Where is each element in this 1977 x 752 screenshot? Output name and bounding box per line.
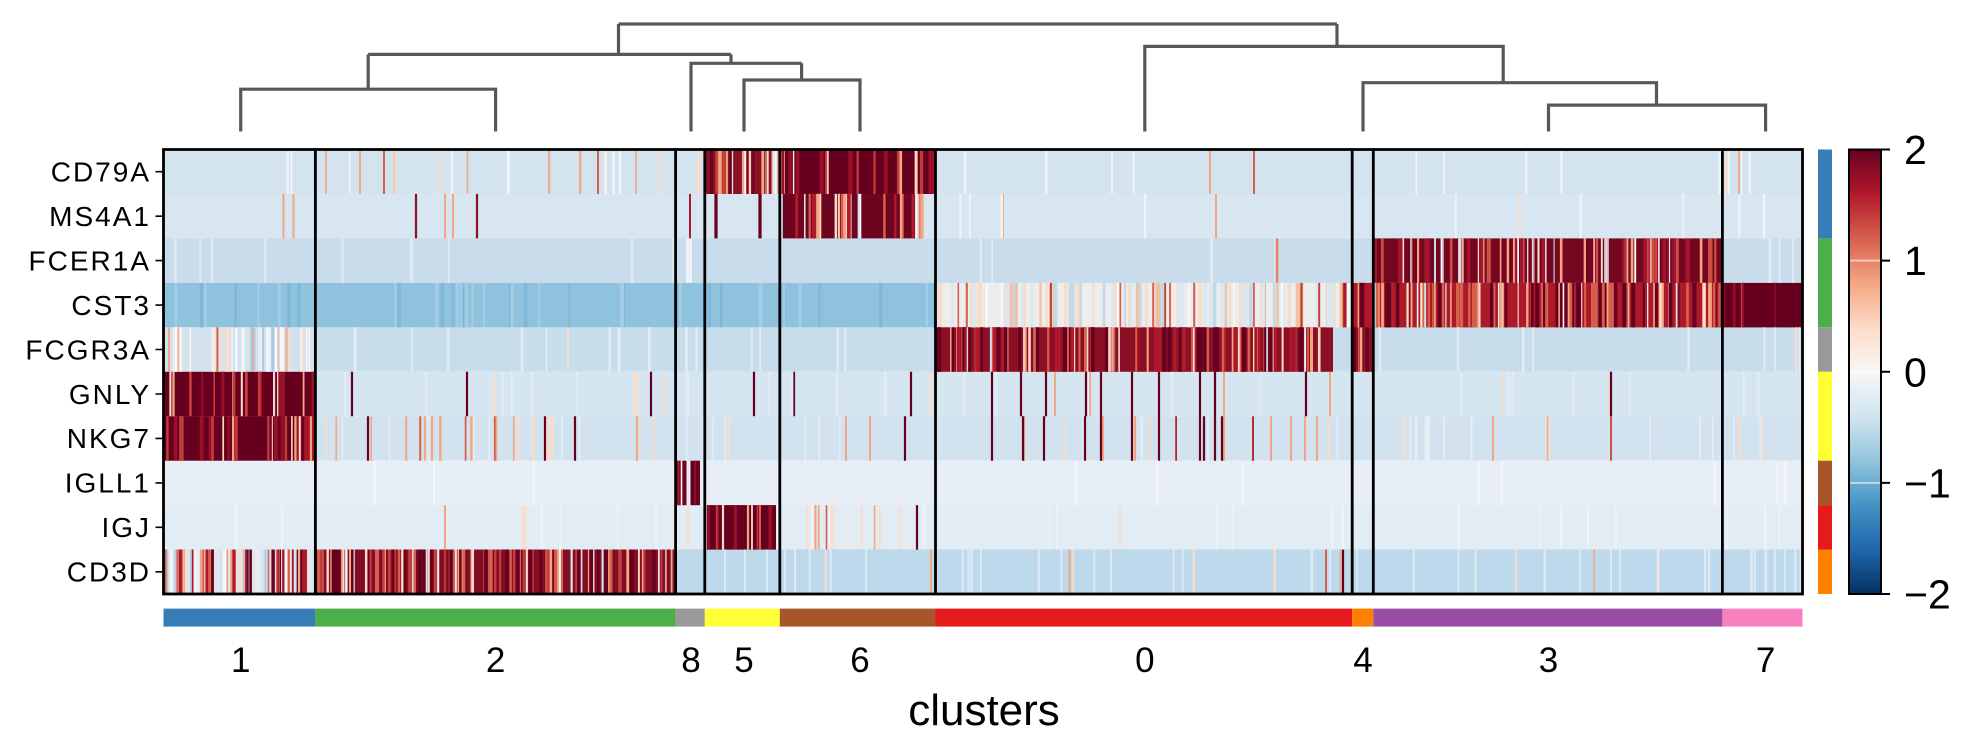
svg-text:2: 2: [1904, 127, 1927, 173]
svg-text:NKG7: NKG7: [67, 423, 151, 454]
svg-text:IGLL1: IGLL1: [65, 468, 151, 499]
svg-text:CD79A: CD79A: [51, 157, 151, 188]
svg-text:GNLY: GNLY: [69, 379, 151, 410]
svg-text:7: 7: [1756, 641, 1775, 680]
svg-text:−1: −1: [1904, 461, 1951, 507]
svg-text:clusters: clusters: [908, 686, 1060, 735]
svg-text:1: 1: [1904, 238, 1927, 284]
svg-text:4: 4: [1353, 641, 1372, 680]
svg-text:−2: −2: [1904, 572, 1951, 618]
svg-text:MS4A1: MS4A1: [49, 201, 151, 232]
svg-text:6: 6: [850, 641, 869, 680]
svg-text:0: 0: [1135, 641, 1154, 680]
svg-text:IGJ: IGJ: [101, 512, 151, 543]
svg-text:2: 2: [486, 641, 505, 680]
svg-text:0: 0: [1904, 349, 1927, 395]
svg-text:FCER1A: FCER1A: [29, 245, 151, 276]
svg-text:1: 1: [231, 641, 250, 680]
svg-text:3: 3: [1539, 641, 1558, 680]
svg-text:CD3D: CD3D: [67, 557, 151, 588]
svg-text:FCGR3A: FCGR3A: [25, 334, 151, 365]
svg-text:CST3: CST3: [71, 290, 151, 321]
svg-text:8: 8: [681, 641, 700, 680]
svg-text:5: 5: [734, 641, 753, 680]
